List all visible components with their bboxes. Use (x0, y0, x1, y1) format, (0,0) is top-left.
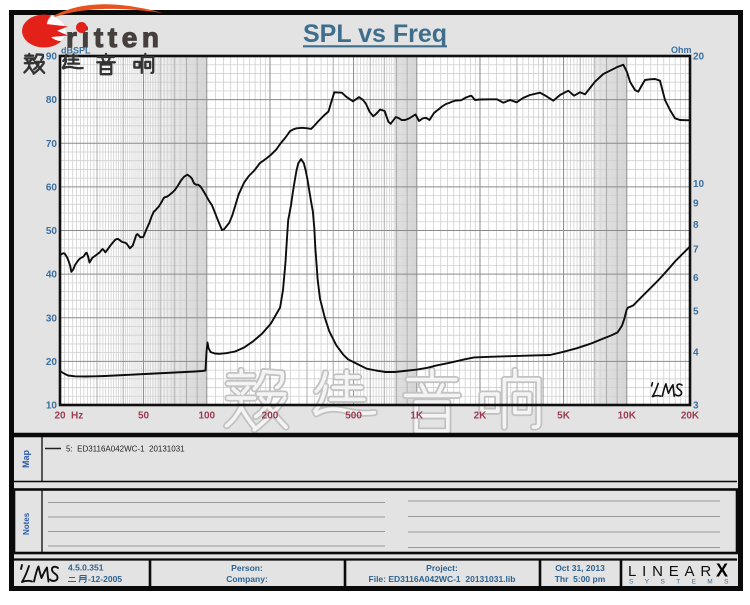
svg-text:SPL vs Freq: SPL vs Freq (303, 20, 447, 48)
svg-text:60: 60 (46, 182, 58, 193)
svg-text:Hz: Hz (71, 411, 83, 422)
svg-text:Map: Map (21, 449, 31, 468)
svg-text:4: 4 (693, 348, 699, 359)
svg-text:7: 7 (693, 245, 699, 256)
svg-text:40: 40 (46, 270, 58, 281)
svg-text:30: 30 (46, 313, 58, 324)
svg-text:-12-2005: -12-2005 (88, 574, 122, 584)
svg-text:10K: 10K (618, 411, 637, 422)
svg-text:100: 100 (198, 411, 215, 422)
svg-text:Thr 5:00 pm: Thr 5:00 pm (555, 574, 606, 584)
svg-text:2K: 2K (474, 411, 488, 422)
svg-text:Ohm: Ohm (671, 45, 692, 55)
svg-text:Notes: Notes (22, 512, 31, 535)
svg-text:70: 70 (46, 139, 58, 150)
svg-text:Oct 31, 2013: Oct 31, 2013 (555, 563, 605, 573)
svg-text:LINEAR: LINEAR (628, 563, 717, 580)
svg-text:3: 3 (693, 401, 699, 412)
svg-text:1K: 1K (410, 411, 424, 422)
svg-text:X: X (716, 561, 728, 581)
svg-text:20: 20 (46, 357, 58, 368)
svg-text:6: 6 (693, 273, 699, 284)
svg-text:Company:: Company: (226, 574, 268, 584)
svg-text:5K: 5K (557, 411, 571, 422)
svg-text:9: 9 (693, 198, 699, 209)
svg-text:5: 5 (693, 307, 699, 318)
svg-text:File: ED3116A042WC-1 20131031: File: ED3116A042WC-1 20131031.lib (369, 574, 516, 584)
svg-text:5: ED3116A042WC-1 20131031: 5: ED3116A042WC-1 20131031 (66, 445, 185, 454)
svg-text:8: 8 (693, 220, 699, 231)
svg-text:4.5.0.351: 4.5.0.351 (68, 563, 104, 573)
svg-text:20: 20 (54, 411, 66, 422)
svg-text:dBSPL: dBSPL (61, 46, 91, 56)
svg-text:Project:: Project: (426, 563, 458, 573)
svg-text:80: 80 (46, 95, 58, 106)
svg-text:200: 200 (262, 411, 279, 422)
svg-text:50: 50 (46, 226, 58, 237)
svg-text:90: 90 (46, 52, 58, 63)
svg-text:Person:: Person: (231, 563, 263, 573)
svg-text:50: 50 (138, 411, 150, 422)
svg-text:20: 20 (693, 52, 705, 63)
svg-text:20K: 20K (681, 411, 700, 422)
svg-text:SYSTEMS: SYSTEMS (629, 579, 740, 586)
svg-text:10: 10 (46, 401, 58, 412)
svg-text:10: 10 (693, 179, 705, 190)
svg-text:500: 500 (345, 411, 362, 422)
